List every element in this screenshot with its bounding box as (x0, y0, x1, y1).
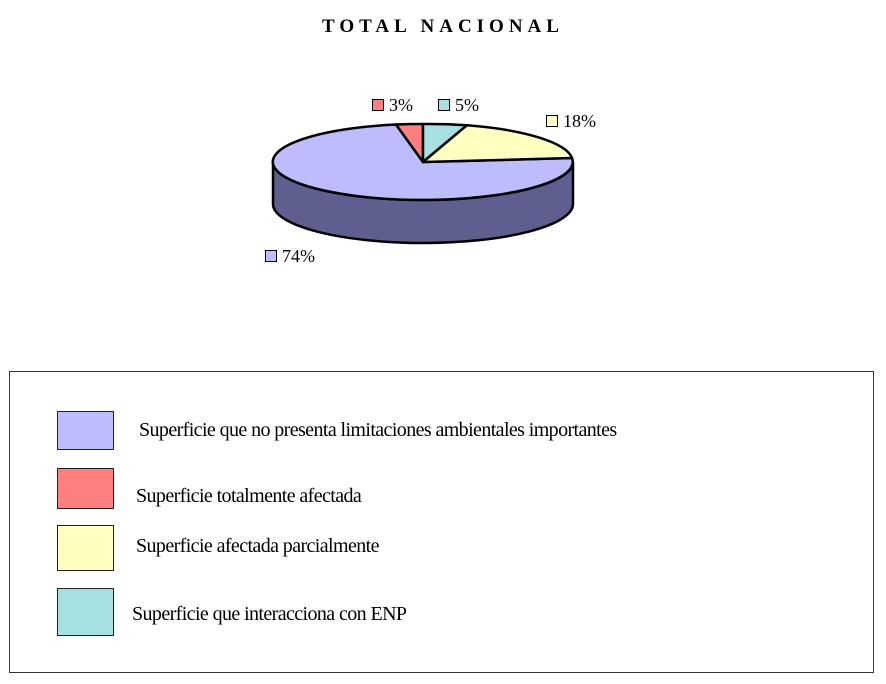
label-swatch-red (372, 99, 384, 111)
legend-label: Superficie que interacciona con ENP (132, 602, 407, 625)
chart-title: TOTAL NACIONAL (322, 16, 564, 37)
legend-swatch-red (57, 468, 114, 509)
legend-label: Superficie afectada parcialmente (136, 534, 379, 557)
legend-item-no-limitaciones: Superficie que no presenta limitaciones … (57, 411, 617, 450)
legend-swatch-yellow (57, 525, 114, 571)
legend-item-afectada-parcialmente: Superficie afectada parcialmente (57, 525, 379, 571)
legend-item-totalmente-afectada: Superficie totalmente afectada (57, 468, 362, 509)
label-value: 74% (282, 246, 315, 266)
data-label-5: 5% (438, 96, 479, 114)
label-value: 18% (563, 111, 596, 131)
legend-label: Superficie que no presenta limitaciones … (139, 419, 617, 441)
label-value: 5% (455, 95, 479, 115)
label-swatch-yellow (546, 115, 558, 127)
data-label-18: 18% (546, 112, 596, 130)
legend-item-interacciona-enp: Superficie que interacciona con ENP (57, 588, 407, 636)
data-label-3: 3% (372, 96, 413, 114)
legend-box: Superficie que no presenta limitaciones … (9, 371, 874, 673)
label-swatch-lavender (265, 250, 277, 262)
legend-label: Superficie totalmente afectada (136, 485, 362, 507)
label-value: 3% (389, 95, 413, 115)
legend-swatch-lavender (57, 411, 114, 450)
legend-swatch-teal (57, 588, 114, 636)
label-swatch-teal (438, 99, 450, 111)
pie-slice-afectada-parcialmente (421, 123, 574, 164)
data-label-74: 74% (265, 247, 315, 265)
pie-chart-3d (271, 122, 575, 245)
